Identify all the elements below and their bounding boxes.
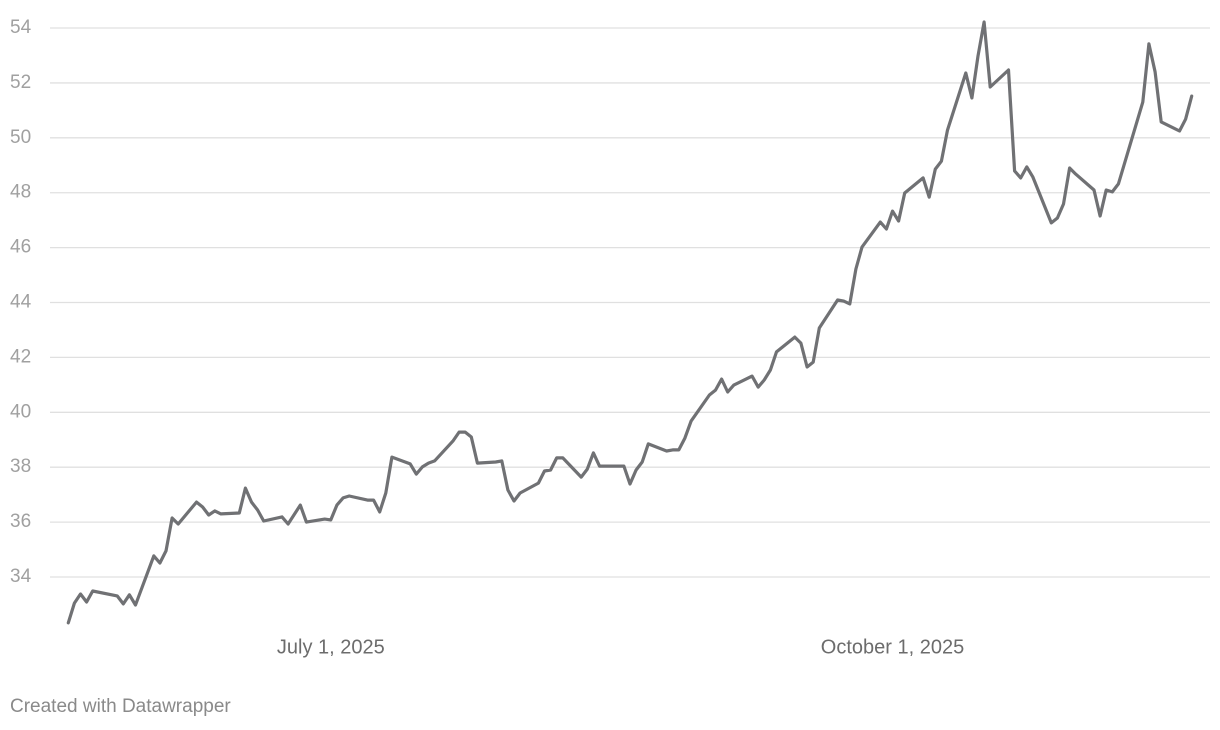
- y-tick-label: 36: [10, 511, 31, 532]
- y-tick-label: 38: [10, 456, 31, 477]
- y-tick-label: 52: [10, 72, 31, 93]
- y-tick-label: 42: [10, 346, 31, 367]
- y-tick-label: 54: [10, 17, 32, 38]
- x-tick-label: October 1, 2025: [821, 636, 964, 658]
- y-tick-label: 44: [10, 292, 32, 313]
- footer: Created with Datawrapper: [10, 696, 231, 717]
- y-tick-label: 40: [10, 401, 31, 422]
- x-tick-label: July 1, 2025: [277, 636, 385, 658]
- y-tick-label: 50: [10, 127, 31, 148]
- y-tick-label: 48: [10, 182, 31, 203]
- line: [66, 20, 1194, 625]
- y-tick-label: 34: [10, 566, 32, 587]
- y-tick-label: 46: [10, 237, 31, 258]
